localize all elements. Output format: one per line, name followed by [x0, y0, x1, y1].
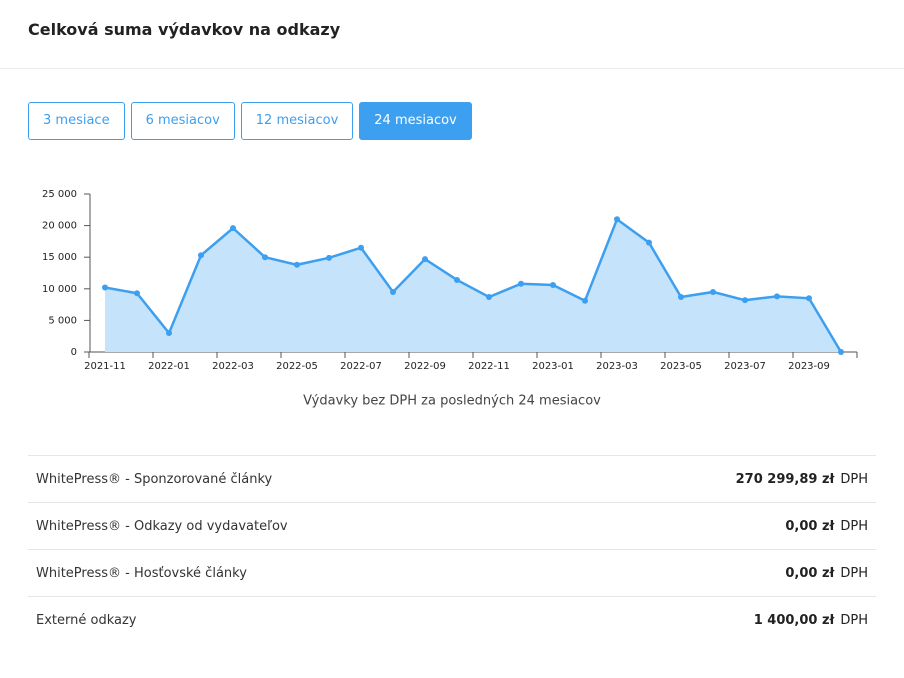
period-button[interactable]: 24 mesiacov: [359, 102, 472, 140]
y-tick-label: 15 000: [42, 252, 77, 263]
row-label: WhitePress® - Sponzorované články: [36, 471, 273, 487]
period-button[interactable]: 6 mesiacov: [130, 102, 235, 140]
x-tick-label: 2023-09: [788, 361, 830, 372]
chart: 0 5 000 10 000 15 000 20 000 25 000 2021-11 202…: [42, 189, 858, 409]
point: [454, 276, 460, 283]
point: [422, 256, 428, 263]
row-value: 0,00 zł DPH: [785, 519, 868, 534]
x-tick-label: 2021-11: [84, 361, 126, 372]
period-button[interactable]: 12 mesiacov: [240, 102, 354, 140]
table-row: WhitePress® - Hosťovské články 0,00 zł DPH: [28, 549, 876, 596]
point: [774, 293, 780, 300]
point: [262, 254, 268, 261]
row-tax: DPH: [840, 471, 868, 487]
x-tick-label: 2023-05: [660, 361, 702, 372]
point: [166, 330, 172, 337]
point: [518, 280, 524, 287]
row-value: 1 400,00 zł DPH: [754, 613, 868, 628]
row-value: 270 299,89 zł DPH: [736, 472, 868, 487]
point: [230, 225, 236, 232]
point: [486, 294, 492, 301]
row-amount: 0,00 zł: [785, 518, 835, 534]
point: [198, 252, 204, 259]
x-tick-label: 2022-05: [276, 361, 318, 372]
row-amount: 1 400,00 zł: [753, 612, 835, 628]
row-label: WhitePress® - Hosťovské články: [36, 565, 247, 581]
point: [102, 284, 108, 291]
point: [358, 244, 364, 251]
point: [742, 297, 748, 304]
point: [806, 295, 812, 302]
x-tick-label: 2022-03: [212, 361, 254, 372]
point: [326, 254, 332, 261]
x-tick-label: 2022-11: [468, 361, 510, 372]
point: [550, 282, 556, 289]
point: [134, 290, 140, 297]
point: [678, 294, 684, 301]
x-tick-label: 2022-07: [340, 361, 382, 372]
y-tick-label: 20 000: [42, 221, 77, 232]
row-tax: DPH: [840, 565, 868, 581]
row-amount: 0,00 zł: [785, 565, 835, 581]
area: [105, 219, 841, 352]
point: [646, 239, 652, 246]
row-label: Externé odkazy: [36, 612, 137, 628]
point: [390, 288, 396, 295]
x-tick-label: 2022-09: [404, 361, 446, 372]
y-tick-label: 5 000: [48, 315, 77, 326]
x-tick-label: 2022-01: [148, 361, 190, 372]
x-tick-label: 2023-03: [596, 361, 638, 372]
line: [104, 217, 843, 353]
table-row: WhitePress® - Sponzorované články 270 299…: [28, 455, 876, 502]
row-label: WhitePress® - Odkazy od vydavateľov: [36, 518, 288, 534]
row-value: 0,00 zł DPH: [785, 566, 868, 581]
period-buttons: 3 mesiace 6 mesiacov 12 mesiacov 24 mesiaco…: [28, 102, 472, 140]
table-row: WhitePress® - Odkazy od vydavateľov 0,00 …: [28, 502, 876, 549]
point: [294, 261, 300, 268]
y-tick-label: 25 000: [42, 189, 77, 200]
point: [614, 216, 620, 223]
point: [838, 349, 844, 355]
row-tax: DPH: [840, 518, 868, 534]
x-tick-label: 2023-07: [724, 361, 766, 372]
point: [582, 297, 588, 304]
row-amount: 270 299,89 zł: [735, 471, 835, 487]
period-button[interactable]: 3 mesiace: [28, 102, 125, 140]
x-tick-label: 2023-01: [532, 361, 574, 372]
y-tick-label: 10 000: [42, 284, 77, 295]
x-axis-label: Výdavky bez DPH za posledných 24 mesiaco…: [303, 394, 601, 409]
row-tax: DPH: [840, 612, 868, 628]
y-tick-label: 0: [71, 347, 77, 358]
summary-table: WhitePress® - Sponzorované články 270 299…: [28, 455, 876, 643]
table-row: Externé odkazy 1 400,00 zł DPH: [28, 596, 876, 643]
page-title: Celková suma výdavkov na odkazy: [28, 20, 341, 39]
divider: [0, 68, 904, 69]
point: [710, 288, 716, 295]
